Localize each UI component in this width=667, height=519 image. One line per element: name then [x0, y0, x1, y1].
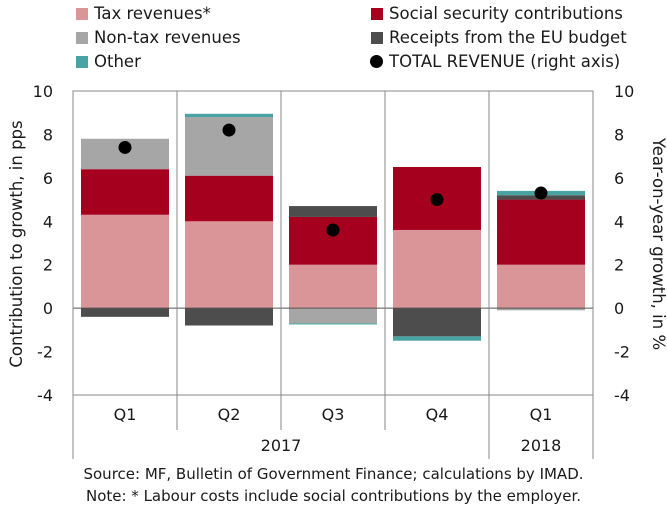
bar-segment-0-4: [497, 264, 585, 309]
y-tick-label-5: 6: [43, 169, 53, 188]
bar-segment-4-1: [185, 113, 273, 118]
y2-tick-label-5: 6: [614, 169, 624, 188]
plot-frame: [72, 90, 594, 396]
bar-segment-2-4: [497, 308, 585, 311]
bar-segment-3-2: [289, 206, 377, 217]
y-tick-label-6: 8: [43, 125, 53, 144]
legend-label-tax-revenues: Tax revenues*: [94, 4, 211, 23]
y2-tick-label-3: 2: [614, 256, 624, 275]
legend-swatch-social-security: [371, 7, 383, 20]
bar-segment-4-3: [393, 336, 481, 341]
x-tick-label-0: Q1: [114, 405, 137, 424]
bar-segment-3-0: [81, 308, 169, 317]
legend-item-other: Other: [76, 52, 141, 71]
legend-item-tax-revenues: Tax revenues*: [76, 4, 211, 23]
legend-item-social-security: Social security contributions: [371, 4, 623, 23]
x-tick-label-4: Q1: [530, 405, 553, 424]
year-group-label-0: 2017: [261, 436, 302, 455]
legend-item-non-tax-revenues: Non-tax revenues: [76, 28, 241, 47]
y-tick-label-7: 10: [33, 82, 53, 101]
total-revenue-dot-0: [118, 140, 132, 154]
bar-segment-4-2: [289, 323, 377, 325]
y2-tick-label-1: -2: [614, 343, 630, 362]
bar-segment-1-1: [185, 175, 273, 222]
y-tick-label-3: 2: [43, 256, 53, 275]
y-tick-label-0: -4: [37, 386, 53, 405]
x-tick-label-1: Q2: [218, 405, 241, 424]
legend-label-non-tax-revenues: Non-tax revenues: [94, 28, 241, 47]
bar-segment-1-0: [81, 169, 169, 215]
legend-label-other: Other: [94, 52, 141, 71]
bar-segment-3-1: [185, 308, 273, 326]
footnote: Note: * Labour costs include social cont…: [85, 487, 582, 505]
total-revenue-dot-4: [534, 186, 548, 200]
bar-segment-0-3: [393, 229, 481, 309]
y-axis-title: Contribution to growth, in pps: [7, 120, 26, 367]
bar-segment-1-4: [497, 199, 585, 265]
y-tick-label-1: -2: [37, 343, 53, 362]
legend-label-eu-budget: Receipts from the EU budget: [389, 28, 627, 47]
bar-segment-0-2: [289, 264, 377, 309]
y2-axis-title: Year-on-year growth, in %: [649, 137, 667, 350]
bar-segment-0-0: [81, 214, 169, 309]
y2-tick-label-4: 4: [614, 212, 624, 231]
chart-legend: Tax revenues* Non-tax revenues Other Soc…: [0, 2, 667, 74]
legend-swatch-other: [76, 55, 88, 68]
y2-tick-label-2: 0: [614, 299, 624, 318]
y2-tick-label-7: 10: [614, 82, 634, 101]
source-note: Source: MF, Bulletin of Government Finan…: [83, 465, 584, 483]
y-tick-label-4: 4: [43, 212, 53, 231]
y-tick-label-2: 0: [43, 299, 53, 318]
total-revenue-dot-3: [430, 193, 444, 207]
stacked-bar-chart: -4 -4 -2 -2 0 0 2 2 4 4 6 6 8 8 10 10 Q1 Q2 Q3 Q4 Q1 2017 2018…: [7, 82, 667, 459]
y2-tick-label-0: -4: [614, 386, 630, 405]
y2-tick-label-6: 8: [614, 125, 624, 144]
legend-item-eu-budget: Receipts from the EU budget: [371, 28, 627, 47]
legend-swatch-tax-revenues: [76, 7, 88, 20]
total-revenue-dot-1: [222, 123, 236, 137]
x-tick-label-3: Q4: [426, 405, 449, 424]
legend-item-total-revenue: TOTAL REVENUE (right axis): [370, 52, 620, 71]
year-group-label-1: 2018: [521, 436, 562, 455]
bar-segment-3-3: [393, 308, 481, 337]
legend-marker-total-revenue: [370, 55, 383, 68]
total-revenue-dot-2: [326, 223, 340, 237]
legend-label-social-security: Social security contributions: [389, 4, 623, 23]
legend-swatch-eu-budget: [371, 31, 383, 44]
legend-swatch-non-tax-revenues: [76, 31, 88, 44]
bar-segment-2-2: [289, 308, 377, 324]
legend-label-total-revenue: TOTAL REVENUE (right axis): [389, 52, 621, 71]
bar-segment-0-1: [185, 221, 273, 309]
x-tick-label-2: Q3: [322, 405, 345, 424]
